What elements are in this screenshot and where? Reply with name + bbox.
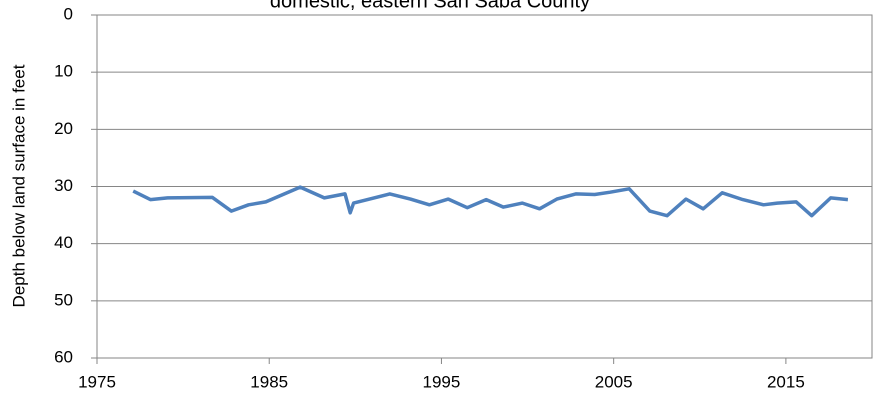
x-tick-label: 1975 xyxy=(78,372,116,391)
y-tick-label: 0 xyxy=(64,4,73,23)
x-tick-label: 2015 xyxy=(767,372,805,391)
chart-title: domestic, eastern San Saba County xyxy=(270,0,590,12)
y-tick-label: 60 xyxy=(54,347,73,366)
y-tick-label: 40 xyxy=(54,233,73,252)
y-tick-label: 10 xyxy=(54,62,73,81)
plot-frame xyxy=(96,14,873,359)
y-tick-label: 50 xyxy=(54,290,73,309)
data-line xyxy=(132,185,849,218)
y-tick-label: 30 xyxy=(54,176,73,195)
y-axis-label: Depth below land surface in feet xyxy=(9,64,28,307)
x-tick-label: 1995 xyxy=(423,372,461,391)
x-tick-label: 1985 xyxy=(250,372,288,391)
x-tick-label: 2005 xyxy=(595,372,633,391)
y-tick-label: 20 xyxy=(54,119,73,138)
